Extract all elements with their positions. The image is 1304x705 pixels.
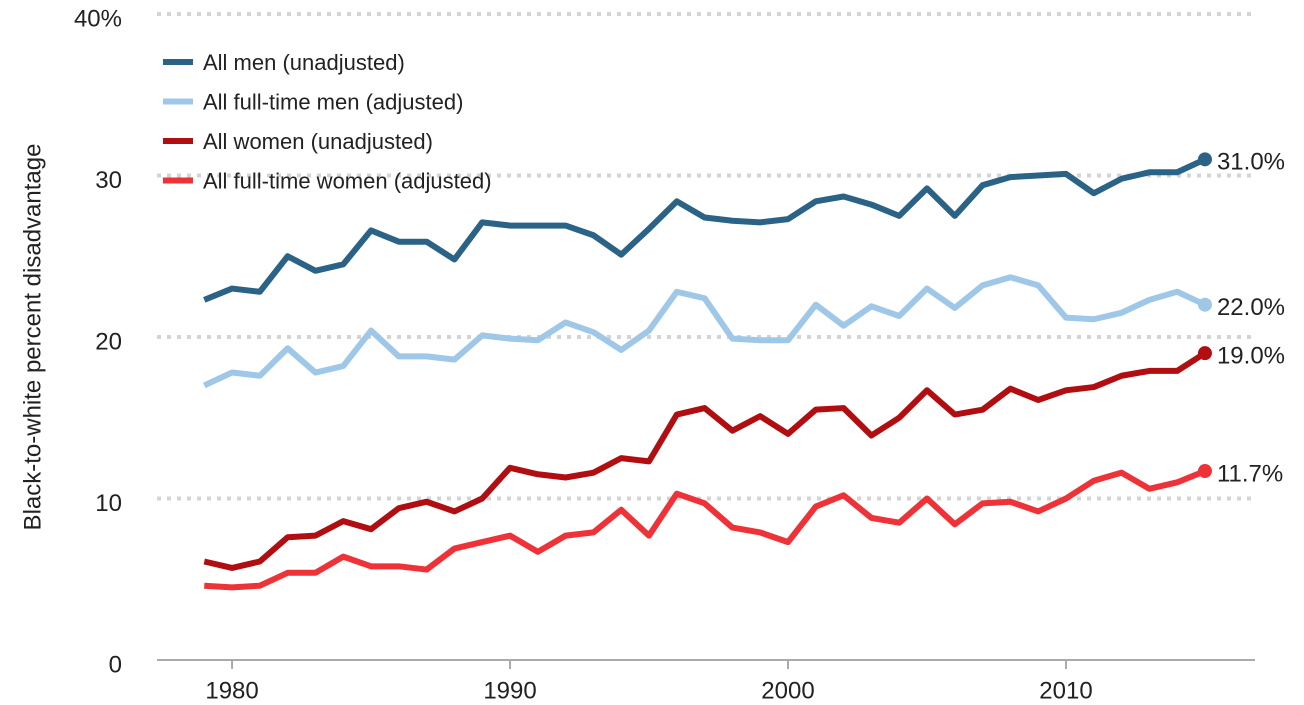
x-tick-label: 1990 — [483, 677, 536, 704]
legend-label: All full-time women (adjusted) — [203, 168, 492, 193]
series-line — [203, 156, 1207, 303]
y-tick-label: 30 — [95, 167, 122, 194]
x-tick-label: 2000 — [761, 677, 814, 704]
x-tick-label: 2010 — [1039, 677, 1092, 704]
y-tick-label: 20 — [95, 328, 122, 355]
end-point — [1197, 152, 1212, 167]
y-tick-label: 10 — [95, 490, 122, 517]
end-label: 22.0% — [1217, 294, 1285, 321]
series-line — [202, 274, 1207, 389]
legend-label: All women (unadjusted) — [203, 129, 433, 154]
legend-label: All full-time men (adjusted) — [203, 89, 463, 114]
end-label: 11.7% — [1217, 460, 1283, 487]
y-tick-label: 0 — [109, 651, 122, 678]
series-line — [204, 468, 1207, 591]
end-point — [1197, 464, 1212, 479]
y-tick-label: 40% — [74, 5, 122, 32]
series-line — [203, 350, 1207, 571]
y-axis-label: Black-to-white percent disadvantage — [19, 144, 46, 531]
end-label: 31.0% — [1217, 149, 1285, 176]
end-label: 19.0% — [1217, 342, 1285, 369]
legend-label: All men (unadjusted) — [203, 50, 405, 75]
end-point — [1197, 297, 1212, 312]
end-point — [1197, 346, 1212, 361]
x-tick-label: 1980 — [205, 677, 258, 704]
